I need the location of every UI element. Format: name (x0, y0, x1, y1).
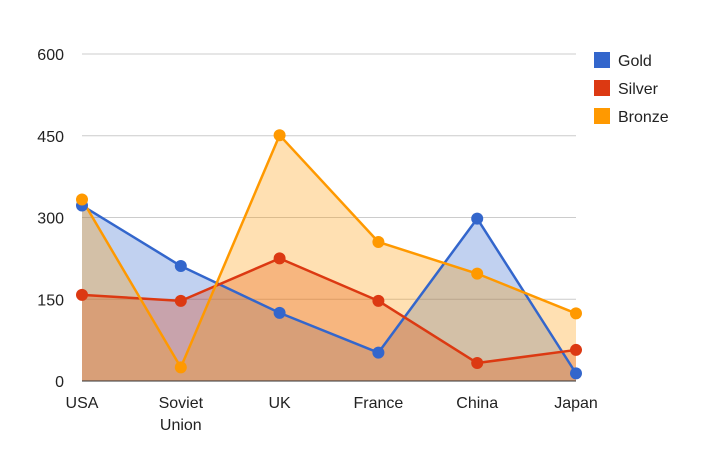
legend: Gold Silver Bronze (594, 52, 669, 126)
x-tick-label: Soviet Union (159, 395, 204, 434)
silver-line (81, 257, 577, 365)
bronze-point[interactable] (372, 236, 385, 249)
gold-legend-swatch (594, 52, 610, 68)
bronze-line (80, 133, 577, 369)
bronze-point[interactable] (471, 267, 484, 280)
silver-area (82, 258, 576, 381)
gold-point[interactable] (471, 212, 484, 225)
gold-point[interactable] (570, 367, 582, 380)
series-lines (80, 133, 578, 375)
silver-point[interactable] (76, 288, 88, 301)
y-tick-label: 300 (37, 211, 64, 228)
silver-legend-label: Silver (618, 81, 659, 98)
bronze-area (82, 135, 576, 381)
gridlines (82, 53, 576, 300)
series-points (76, 129, 582, 380)
gold-point[interactable] (174, 260, 187, 273)
gold-legend-label: Gold (618, 53, 652, 70)
bronze-point[interactable] (76, 193, 88, 206)
axes: 0 150 300 450 600 USA Soviet Union UK France China… (37, 47, 598, 434)
series-areas (82, 135, 576, 381)
gold-point[interactable] (372, 346, 385, 359)
x-tick-label: UK (268, 395, 291, 412)
y-tick-label: 150 (37, 292, 64, 309)
y-tick-label: 0 (55, 374, 64, 391)
bronze-legend-label: Bronze (618, 109, 669, 126)
y-tick-label: 600 (37, 47, 64, 64)
bronze-point[interactable] (570, 307, 582, 320)
gold-area (82, 205, 576, 381)
silver-point[interactable] (570, 343, 582, 356)
gold-line (81, 204, 578, 375)
x-tick-label: Japan (554, 395, 598, 412)
bronze-legend-swatch (594, 108, 610, 124)
x-tick-label: USA (66, 395, 99, 412)
silver-point[interactable] (471, 357, 484, 370)
bronze-point[interactable] (273, 129, 286, 142)
silver-point[interactable] (174, 294, 187, 307)
bronze-point[interactable] (174, 361, 187, 374)
gold-point[interactable] (273, 306, 286, 319)
silver-point[interactable] (372, 294, 385, 307)
silver-point[interactable] (273, 252, 286, 265)
silver-legend-swatch (594, 80, 610, 96)
x-tick-label: China (456, 395, 498, 412)
y-tick-label: 450 (37, 129, 64, 146)
x-tick-label: France (354, 395, 404, 412)
